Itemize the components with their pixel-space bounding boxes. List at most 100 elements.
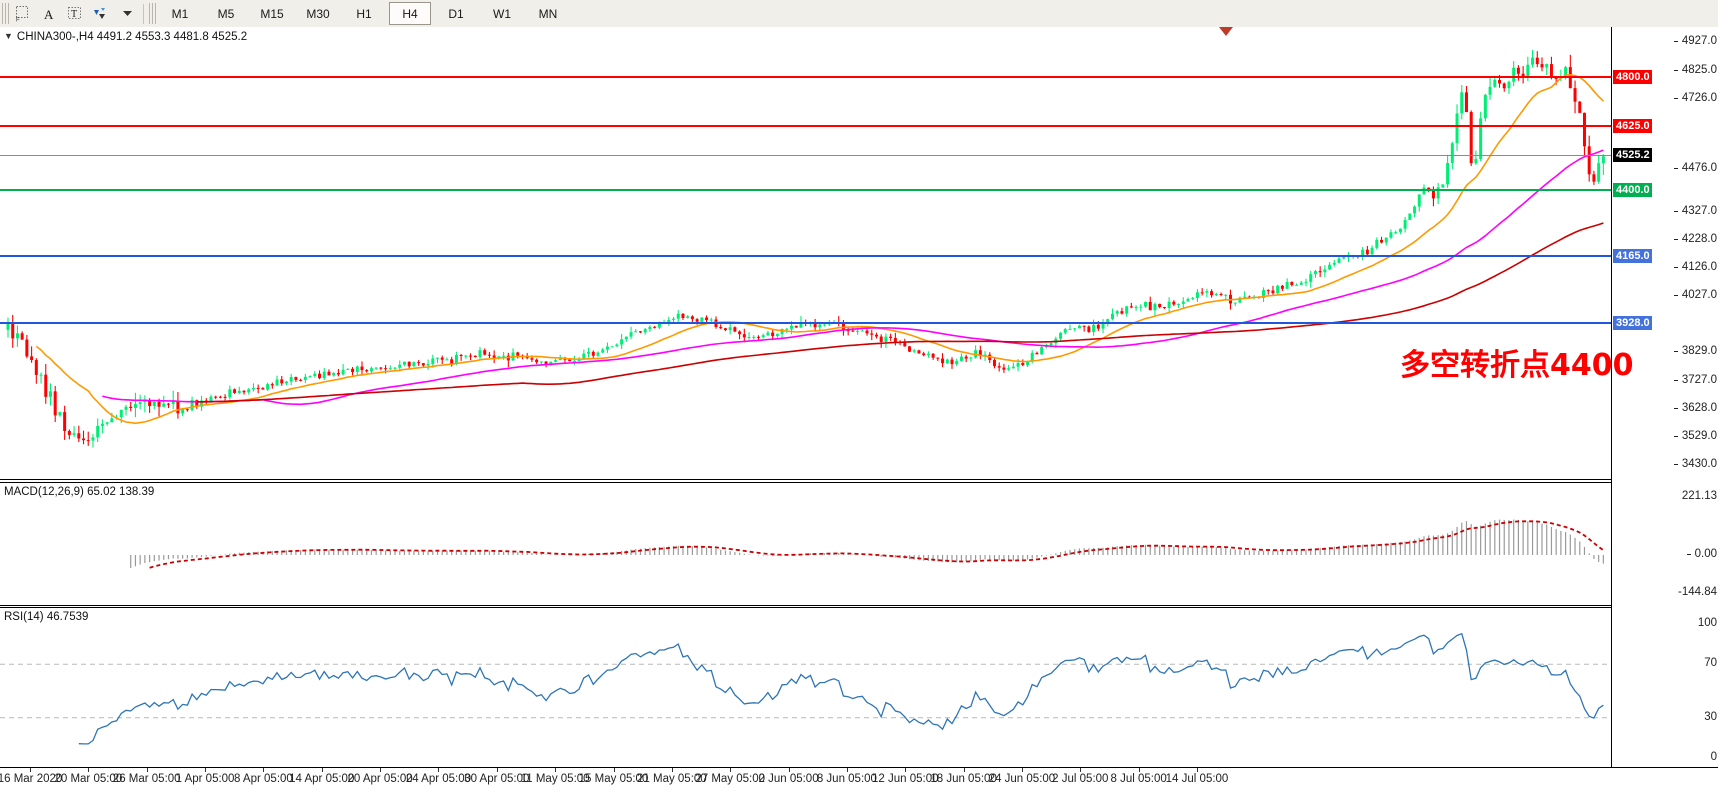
timeframe-d1[interactable]: D1 xyxy=(448,6,464,21)
price-axis-tick: 3430.0 xyxy=(1673,458,1717,470)
crosshair-grid-icon[interactable]: F xyxy=(10,2,36,26)
time-axis-tick: 12 Jun 05:00 xyxy=(871,773,939,785)
price-axis-tick: 4027.0 xyxy=(1673,289,1717,301)
timeframe-grip[interactable] xyxy=(149,3,156,24)
time-axis-tick: 8 Jul 05:00 xyxy=(1110,773,1167,785)
tick-mark xyxy=(1673,464,1678,465)
annotation-text[interactable]: 多空转折点4400 xyxy=(1400,348,1634,383)
macd-axis-tick: 221.13 xyxy=(1681,490,1717,502)
price-level-line-4625-0[interactable] xyxy=(0,125,1611,128)
time-tick-mark xyxy=(146,768,148,772)
price-axis-tick: 4126.0 xyxy=(1673,261,1717,273)
time-tick-mark xyxy=(1197,768,1198,772)
tick-mark xyxy=(1673,238,1678,240)
macd-axis-tick: -144.84 xyxy=(1677,586,1717,598)
time-axis-tick: 2 Jul 05:00 xyxy=(1052,773,1109,785)
time-tick-mark xyxy=(30,768,31,772)
time-tick-mark xyxy=(788,768,790,772)
collapse-caret-icon[interactable]: ▼ xyxy=(4,31,13,41)
price-level-line-4400-0[interactable] xyxy=(0,188,1611,191)
dropdown-arrow-icon[interactable] xyxy=(114,2,140,26)
time-tick-mark xyxy=(730,768,732,772)
text-A-icon[interactable]: A xyxy=(36,2,62,26)
svg-text:A: A xyxy=(44,7,54,22)
objects-icon[interactable] xyxy=(88,2,114,26)
chart-plot-area[interactable]: ▼ CHINA300-,H4 4491.2 4553.3 4481.8 4525.… xyxy=(0,27,1718,793)
macd-svg xyxy=(130,519,1604,569)
rsi-axis-tick: 100 xyxy=(1697,617,1717,629)
price-axis[interactable]: 4927.0 4825.0 4726.0 4476.0 4327.0 4228.0 4126… xyxy=(1611,27,1718,767)
timeframe-h4[interactable]: H4 xyxy=(389,2,431,25)
timeframe-w1[interactable]: W1 xyxy=(493,6,511,21)
price-axis-tick: 4327.0 xyxy=(1673,205,1717,217)
tick-mark xyxy=(1673,267,1678,269)
time-axis-tick: 20 Mar 05:00 xyxy=(54,773,123,785)
chart-top-marker-icon xyxy=(1219,27,1233,36)
price-level-line-4800-0[interactable] xyxy=(0,75,1611,78)
symbol-quote-label: ▼ CHINA300-,H4 4491.2 4553.3 4481.8 4525.… xyxy=(4,31,248,43)
timeframe-h1[interactable]: H1 xyxy=(356,6,372,21)
time-axis-tick: 26 Mar 05:00 xyxy=(112,773,181,785)
time-axis[interactable]: 16 Mar 2020 20 Mar 05:00 26 Mar 05:00 1 Apr… xyxy=(0,767,1718,793)
price-pane[interactable]: ▼ CHINA300-,H4 4491.2 4553.3 4481.8 4525.… xyxy=(0,27,1611,480)
time-tick-mark xyxy=(380,768,382,772)
price-axis-tick: 3628.0 xyxy=(1673,402,1717,414)
time-tick-mark xyxy=(205,768,207,772)
svg-text:T: T xyxy=(71,9,77,20)
price-level-badge-4800-0[interactable]: 4800.0 xyxy=(1613,69,1652,84)
time-axis-tick: 8 Apr 05:00 xyxy=(233,773,293,785)
price-level-badge-3928-0[interactable]: 3928.0 xyxy=(1613,316,1652,331)
price-axis-tick: 4476.0 xyxy=(1673,162,1717,174)
rsi-axis-tick: 30 xyxy=(1704,710,1717,723)
time-tick-mark xyxy=(846,768,848,772)
tick-mark xyxy=(1673,295,1678,297)
tick-mark xyxy=(1673,210,1678,212)
time-tick-mark xyxy=(963,768,965,772)
tick-mark xyxy=(1673,168,1678,170)
price-axis-tick: 4825.0 xyxy=(1673,64,1717,76)
tick-mark xyxy=(1673,41,1678,42)
price-level-line-3928-0[interactable] xyxy=(0,322,1611,325)
time-tick-mark xyxy=(555,768,557,772)
price-level-badge-4625-0[interactable]: 4625.0 xyxy=(1613,119,1652,134)
time-tick-mark xyxy=(263,768,265,772)
timeframe-m1[interactable]: M1 xyxy=(171,6,189,21)
timeframe-m5[interactable]: M5 xyxy=(217,6,235,21)
macd-pane[interactable]: MACD(12,26,9) 65.02 138.39 xyxy=(0,482,1611,606)
price-level-line-4165-0[interactable] xyxy=(0,255,1611,258)
price-level-badge-4525-2[interactable]: 4525.2 xyxy=(1613,147,1652,162)
timeframe-m15[interactable]: M15 xyxy=(260,6,284,21)
toolbar-grip[interactable] xyxy=(2,3,9,24)
rsi-label: RSI(14) 46.7539 xyxy=(4,611,89,623)
toolbar-divider xyxy=(143,3,144,24)
time-axis-tick: 14 Jul 05:00 xyxy=(1165,773,1229,785)
time-tick-mark xyxy=(1138,768,1140,772)
time-tick-mark xyxy=(496,768,498,772)
price-axis-tick: 4927.0 xyxy=(1673,35,1717,47)
tick-mark xyxy=(1673,97,1678,99)
time-axis-tick: 24 Apr 05:00 xyxy=(405,773,472,785)
text-label-icon[interactable]: T xyxy=(62,2,88,26)
time-axis-tick: 21 May 05:00 xyxy=(637,773,707,785)
timeframe-mn[interactable]: MN xyxy=(538,6,558,21)
tick-mark xyxy=(1673,69,1678,71)
timeframe-m30[interactable]: M30 xyxy=(306,6,330,21)
rsi-pane[interactable]: RSI(14) 46.7539 xyxy=(0,607,1611,768)
price-axis-tick: 3727.0 xyxy=(1673,374,1717,386)
macd-axis-tick: 0.00 xyxy=(1686,548,1717,560)
price-candles-svg xyxy=(6,50,1605,448)
time-axis-tick: 14 Apr 05:00 xyxy=(289,773,355,785)
price-level-badge-4400-0[interactable]: 4400.0 xyxy=(1613,182,1652,197)
tick-mark xyxy=(1673,351,1678,353)
price-level-line-4525-2[interactable] xyxy=(0,154,1611,156)
time-axis-tick: 27 May 05:00 xyxy=(695,773,766,785)
time-axis-tick: 18 Jun 05:00 xyxy=(930,773,997,785)
svg-text:F: F xyxy=(16,17,20,23)
price-axis-tick: 3829.0 xyxy=(1673,345,1717,357)
tick-mark xyxy=(1673,436,1678,438)
price-level-badge-4165-0[interactable]: 4165.0 xyxy=(1613,249,1652,264)
time-axis-tick: 24 Jun 05:00 xyxy=(988,773,1056,785)
time-axis-tick: 16 Mar 2020 xyxy=(0,773,63,785)
tick-mark xyxy=(1673,408,1678,410)
